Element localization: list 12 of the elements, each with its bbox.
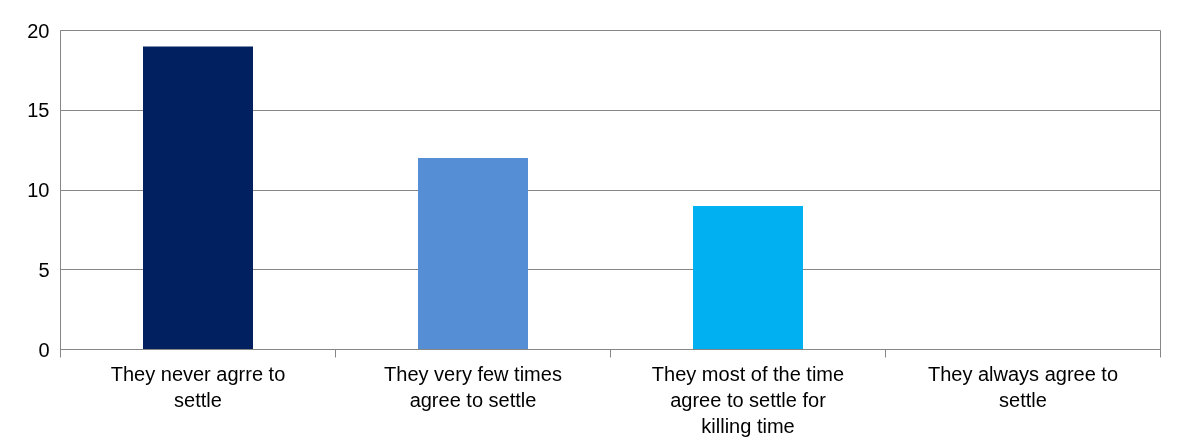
- y-tick-label: 5: [38, 258, 50, 281]
- bar: [418, 158, 528, 350]
- x-tick-label: They most of the time agree to settle for killing time: [651, 362, 845, 438]
- y-tick-label: 10: [27, 179, 50, 201]
- x-tick-label: They always agree to settle: [927, 362, 1119, 411]
- y-tick-label: 20: [27, 19, 50, 42]
- y-tick-label: 15: [27, 99, 50, 122]
- x-tick-label: They very few times agree to settle: [384, 362, 562, 411]
- bar: [143, 46, 253, 350]
- y-tick-label: 0: [38, 338, 50, 361]
- x-tick-label: They never agrre to settle: [110, 362, 286, 411]
- bar: [693, 205, 803, 350]
